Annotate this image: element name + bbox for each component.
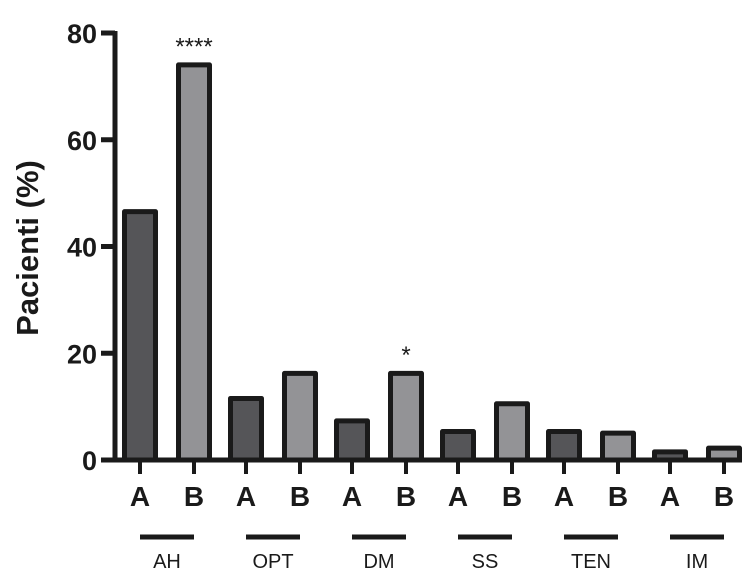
significance-marker: * bbox=[401, 342, 410, 369]
series-label-b: B bbox=[290, 481, 310, 512]
y-tick-label: 60 bbox=[67, 126, 97, 156]
series-label-b: B bbox=[184, 481, 204, 512]
series-label-b: B bbox=[396, 481, 416, 512]
bar-ten-b bbox=[600, 430, 636, 463]
series-label-b: B bbox=[714, 481, 734, 512]
bar-ss-b bbox=[494, 401, 530, 463]
bar-dm-b bbox=[388, 370, 424, 463]
group-label-ten: TEN bbox=[571, 551, 611, 570]
bar-dm-a bbox=[334, 418, 370, 463]
significance-marker: **** bbox=[175, 33, 212, 60]
series-label-a: A bbox=[236, 481, 256, 512]
series-label-a: A bbox=[554, 481, 574, 512]
group-label-im: IM bbox=[686, 551, 708, 570]
group-label-ah: AH bbox=[153, 551, 181, 570]
group-label-opt: OPT bbox=[252, 551, 293, 570]
bar-opt-a bbox=[228, 395, 264, 463]
y-tick-label: 20 bbox=[67, 339, 97, 369]
bars-layer bbox=[122, 62, 742, 463]
group-label-ss: SS bbox=[472, 551, 499, 570]
bar-ah-a bbox=[122, 209, 158, 463]
y-tick-label: 40 bbox=[67, 233, 97, 263]
bar-ten-a bbox=[546, 429, 582, 463]
bar-ss-a bbox=[440, 429, 476, 463]
series-label-b: B bbox=[608, 481, 628, 512]
series-label-a: A bbox=[660, 481, 680, 512]
y-axis-label: Pacienti (%) bbox=[10, 160, 45, 336]
series-label-a: A bbox=[130, 481, 150, 512]
axis-layer bbox=[101, 30, 742, 540]
group-label-dm: DM bbox=[363, 551, 394, 570]
bar-opt-b bbox=[282, 370, 318, 463]
labels-layer: **** A B AH A B OPT * A B DM A B SS A B TEN A B IM 0 20 40 60 80 bbox=[67, 19, 734, 570]
series-label-a: A bbox=[448, 481, 468, 512]
y-tick-label: 80 bbox=[67, 19, 97, 49]
bar-ah-b bbox=[176, 62, 212, 463]
y-tick-label: 0 bbox=[82, 446, 97, 476]
series-label-a: A bbox=[342, 481, 362, 512]
series-label-b: B bbox=[502, 481, 522, 512]
